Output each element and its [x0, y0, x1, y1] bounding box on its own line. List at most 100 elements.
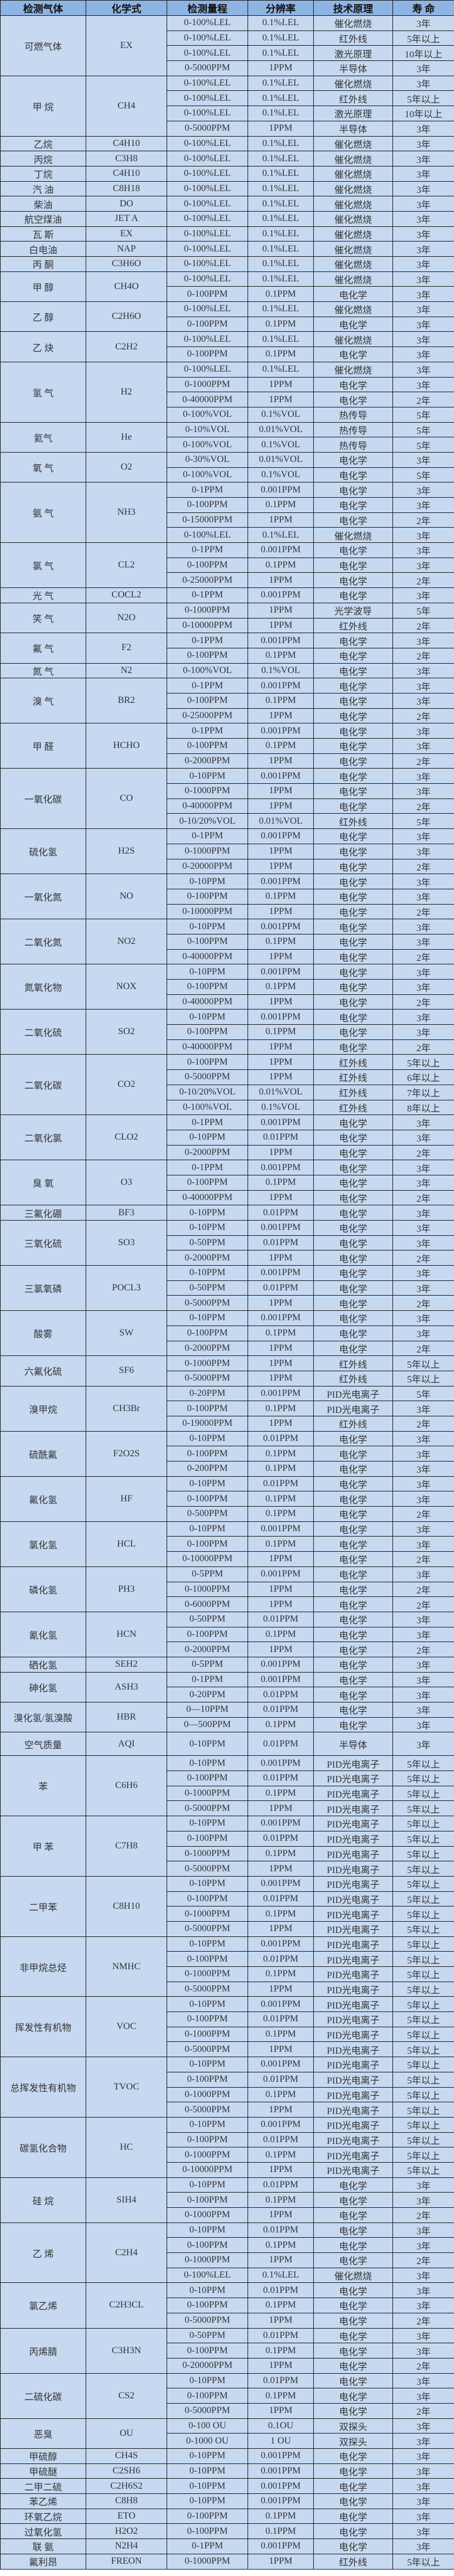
- cell-principle: 电化学: [313, 1687, 393, 1702]
- cell-resolution: 0.1PPM: [248, 2147, 314, 2163]
- cell-life: 3年: [392, 1671, 454, 1688]
- cell-resolution: 0.001PPM: [248, 678, 314, 694]
- cell-gas: 二氧化氮: [0, 919, 86, 965]
- cell-principle: 电化学: [313, 557, 393, 573]
- cell-gas: 氨 气: [0, 482, 86, 543]
- cell-life: 3年: [392, 828, 454, 844]
- table-row: 二氧化氮 NO2 0-10PPM 0.001PPM 电化学 3年: [0, 919, 454, 965]
- cell-resolution: 1PPM: [248, 392, 314, 407]
- cell-range: 0-15000PPM: [167, 512, 248, 528]
- cell-range: 0-10PPM: [167, 1476, 248, 1492]
- cell-life: 2年: [392, 1642, 454, 1657]
- cell-life: 3年: [392, 1114, 454, 1130]
- table-row: 甲 苯 C7H8 0-10PPM 0.001PPM PID光电离子 5年以上: [0, 1816, 454, 1877]
- cell-life: 2年: [392, 1596, 454, 1612]
- cell-gas: 甲 醇: [0, 271, 86, 303]
- cell-range: 0-1PPM: [167, 482, 248, 498]
- cell-principle: 催化燃烧: [313, 256, 393, 272]
- cell-life: 2年: [392, 1581, 454, 1598]
- cell-principle: PID光电离子: [313, 1861, 393, 1877]
- cell-range: 0-100%LEL: [167, 15, 248, 31]
- cell-range: 0-10%VOL: [167, 422, 248, 438]
- cell-range: 0-5000PPM: [167, 1800, 248, 1817]
- cell-principle: 电化学: [313, 1009, 393, 1025]
- cell-resolution: 0.001PPM: [248, 1875, 314, 1892]
- cell-principle: 电化学: [313, 979, 393, 995]
- table-row: 0-1000PPM 1PPM 电化学 3年: [1, 843, 454, 859]
- cell-formula: CH3Br: [86, 1385, 167, 1432]
- cell-range: 0-40000PPM: [167, 392, 248, 407]
- cell-resolution: 0.001PPM: [248, 542, 314, 558]
- cell-resolution: 0.1OU: [248, 2418, 314, 2434]
- cell-principle: 催化燃烧: [313, 331, 393, 348]
- cell-resolution: 0.001PPM: [248, 874, 314, 889]
- cell-gas: 联 氨: [0, 2538, 86, 2554]
- cell-principle: 电化学: [313, 1506, 393, 1522]
- cell-range: 0-5000PPM: [167, 1069, 248, 1085]
- cell-range: 0-25000PPM: [167, 572, 248, 589]
- cell-formula: SF6: [86, 1355, 167, 1386]
- cell-formula: C2H4: [86, 2222, 167, 2283]
- cell-life: 3年: [392, 1009, 454, 1025]
- cell-life: 5年以上: [392, 1861, 454, 1877]
- cell-life: 3年: [392, 1566, 454, 1582]
- cell-life: 3年: [392, 633, 454, 648]
- cell-resolution: 0.1PPM: [248, 1506, 314, 1522]
- table-row: 0-100%LEL 0.1%LEL 催化燃烧 3年: [1, 527, 454, 543]
- cell-range: 0-1000PPM: [167, 783, 248, 799]
- cell-life: 5年以上: [392, 1830, 454, 1847]
- cell-formula: C7H8: [86, 1816, 167, 1877]
- cell-life: 6年以上: [392, 1069, 454, 1085]
- cell-gas: 三氧化硫: [0, 1219, 86, 1266]
- cell-range: 0-30%VOL: [167, 451, 248, 468]
- cell-life: 5年以上: [392, 1846, 454, 1862]
- table-row: 0-25000PPM 1PPM 电化学 2年: [1, 572, 454, 589]
- cell-resolution: 0.001PPM: [248, 919, 314, 934]
- table-row: 0-100PPM 0.01PPM PID光电离子 5年以上: [1, 1830, 454, 1847]
- cell-range: 0-1PPM: [167, 1160, 248, 1175]
- cell-life: 3年: [392, 1717, 454, 1733]
- table-row: 0-100PPM 0.1PPM 电化学 3年: [1, 286, 454, 303]
- cell-principle: 电化学: [313, 2327, 393, 2344]
- cell-range: 0-1000PPM: [167, 1355, 248, 1371]
- table-row: 联 氨 N2H4 0-1PPM 0.001PPM 电化学 3年: [0, 2538, 454, 2554]
- table-row: 0-1000PPM 0.1PPM PID光电离子 5年以上: [1, 1906, 454, 1922]
- cell-range: 0-100PPM: [167, 1325, 248, 1341]
- cell-formula: C2H3CL: [86, 2282, 167, 2329]
- cell-principle: 电化学: [313, 783, 393, 799]
- cell-gas: 碳氢化合物: [0, 2116, 86, 2178]
- cell-formula: C6H6: [86, 1755, 167, 1817]
- cell-life: 3年: [392, 2478, 454, 2495]
- cell-life: 5年以上: [392, 30, 454, 46]
- cell-range: 0-1000PPM: [167, 1906, 248, 1922]
- table-row: 0-5000PPM 1PPM PID光电离子 5年以上: [1, 2102, 454, 2118]
- cell-range: 0-100%VOL: [167, 1099, 248, 1116]
- table-row: 0-100PPM 0.1PPM 电化学 2年: [1, 647, 454, 664]
- cell-resolution: 0.001PPM: [248, 1656, 314, 1673]
- cell-resolution: 0.1%LEL: [248, 527, 314, 543]
- cell-resolution: 0.1%LEL: [248, 75, 314, 91]
- cell-life: 2年: [392, 2357, 454, 2374]
- cell-life: 5年以上: [392, 90, 454, 107]
- cell-formula: NH3: [86, 482, 167, 543]
- cell-resolution: 0.1PPM: [248, 2388, 314, 2404]
- cell-range: 0-10PPM: [167, 2373, 248, 2389]
- cell-life: 2年: [392, 617, 454, 634]
- cell-gas: 甲 烷: [0, 75, 86, 137]
- cell-range: 0-100%VOL: [167, 662, 248, 679]
- cell-principle: 电化学: [313, 2192, 393, 2208]
- table-row: 0-40000PPM 1PPM 电化学 2年: [1, 994, 454, 1010]
- cell-principle: 半导体: [313, 120, 393, 137]
- cell-life: 3年: [392, 376, 454, 393]
- cell-range: 0-100 OU: [167, 2418, 248, 2434]
- cell-principle: PID光电离子: [313, 1981, 393, 1997]
- cell-formula: C2H6S2: [86, 2478, 167, 2495]
- cell-range: 0-100%VOL: [167, 437, 248, 453]
- cell-principle: 电化学: [313, 2493, 393, 2509]
- cell-resolution: 0.1%VOL: [248, 437, 314, 453]
- table-row: 甲硫醚 C2SH6 0-10PPM 0.001PPM 电化学 3年: [0, 2463, 454, 2479]
- table-row: 酸雾 SW 0-10PPM 0.001PPM 电化学 3年: [0, 1310, 454, 1357]
- cell-life: 3年: [392, 241, 454, 257]
- cell-resolution: 0.1%LEL: [248, 301, 314, 317]
- cell-principle: 红外线: [313, 30, 393, 46]
